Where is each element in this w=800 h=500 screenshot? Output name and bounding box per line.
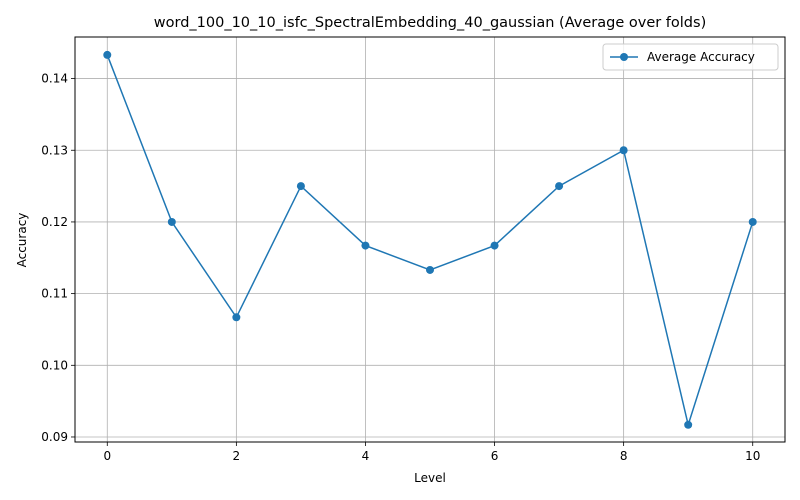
data-point — [361, 241, 370, 250]
x-axis-label: Level — [414, 471, 446, 485]
x-tick-label: 0 — [103, 449, 111, 463]
data-point — [296, 182, 305, 191]
grid — [75, 37, 785, 442]
x-tick-label: 8 — [620, 449, 628, 463]
series-layer — [103, 50, 757, 429]
data-point — [103, 50, 112, 59]
data-point — [232, 313, 241, 322]
y-tick-label: 0.11 — [41, 287, 68, 301]
data-point — [684, 420, 693, 429]
y-tick-label: 0.09 — [41, 430, 68, 444]
plot-frame — [74, 36, 786, 443]
legend-label: Average Accuracy — [647, 50, 755, 64]
data-point — [555, 182, 564, 191]
data-point — [748, 217, 757, 226]
legend-box — [602, 43, 779, 71]
x-tick-label: 6 — [491, 449, 499, 463]
data-point — [619, 146, 628, 155]
data-point — [490, 241, 499, 250]
chart-title: word_100_10_10_isfc_SpectralEmbedding_40… — [154, 15, 706, 31]
legend: Average Accuracy — [602, 43, 779, 71]
y-tick-label: 0.13 — [41, 143, 68, 157]
y-axis: 0.09 0.10 0.11 0.12 0.13 0.14 — [41, 72, 75, 444]
data-point — [426, 265, 434, 274]
y-axis-label: Accuracy — [15, 213, 29, 268]
x-tick-label: 4 — [362, 449, 370, 463]
y-tick-label: 0.14 — [41, 72, 68, 86]
y-tick-label: 0.10 — [41, 358, 68, 372]
data-point — [167, 217, 176, 226]
x-axis: 0 2 4 6 8 10 — [103, 442, 760, 463]
y-tick-label: 0.12 — [41, 215, 68, 229]
legend-marker-swatch — [620, 53, 628, 61]
x-tick-label: 2 — [233, 449, 241, 463]
x-tick-label: 10 — [745, 449, 760, 463]
